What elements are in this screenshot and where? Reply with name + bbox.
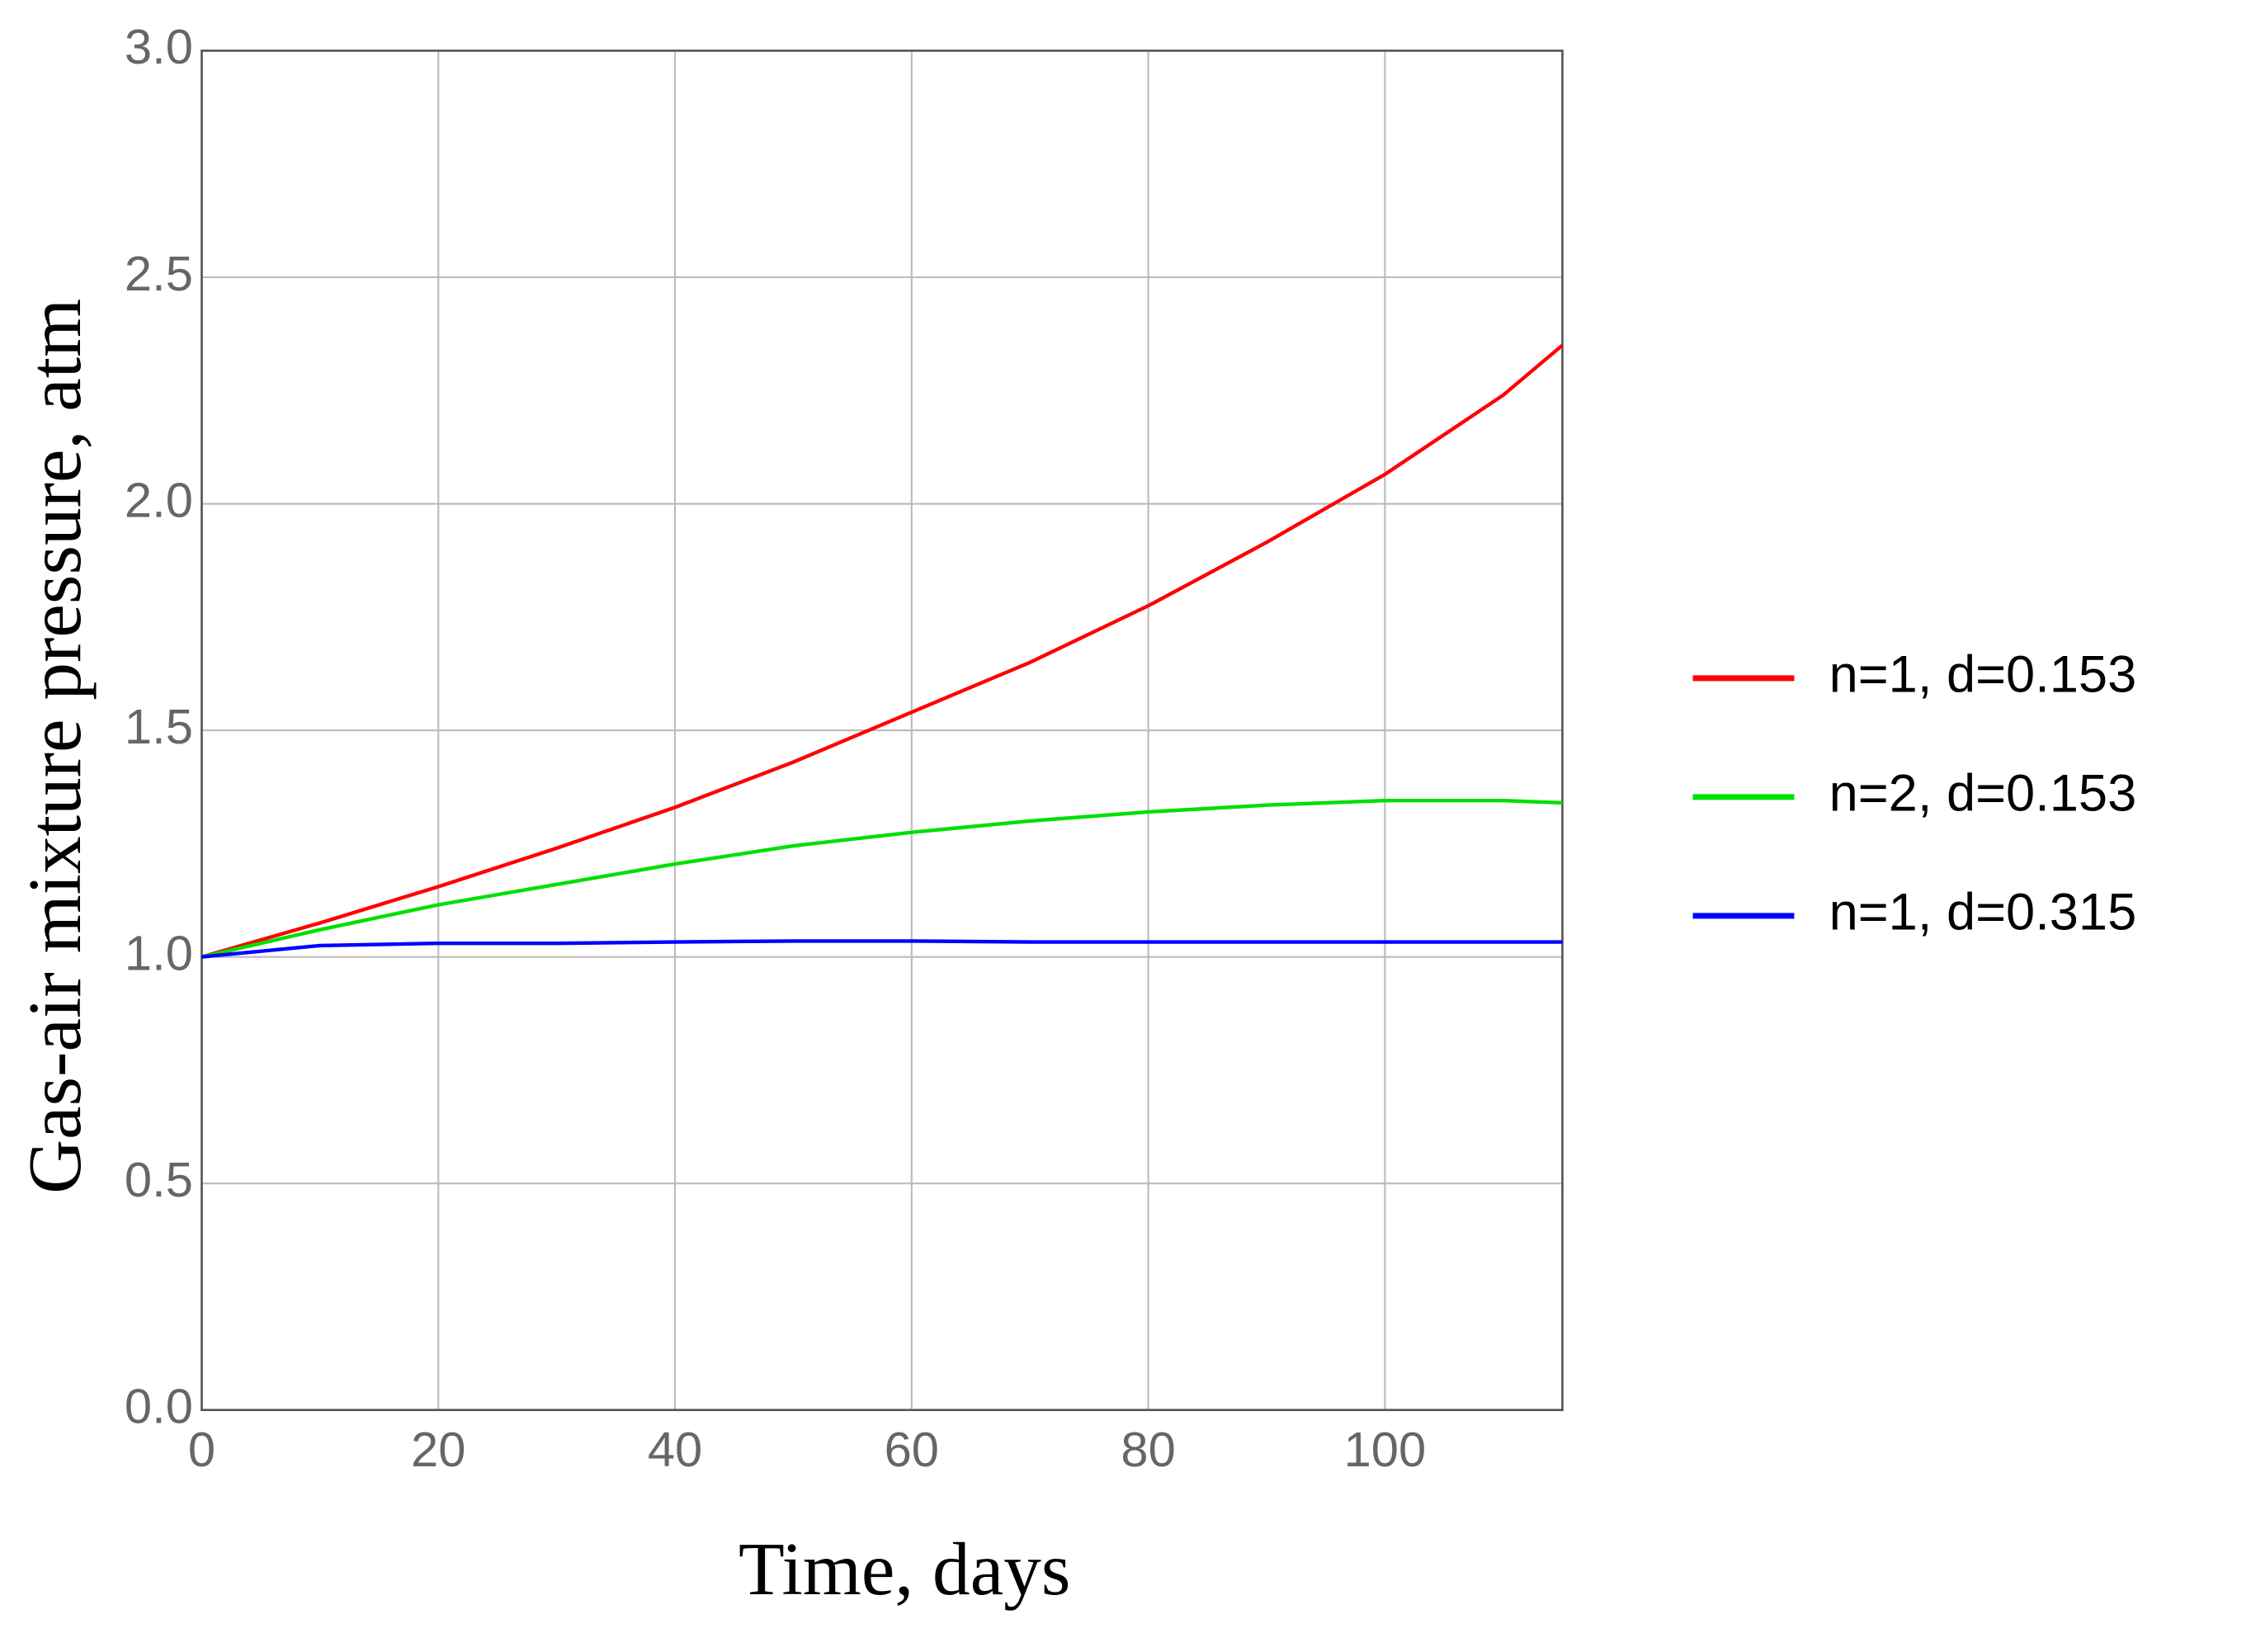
series-line [201,799,1563,959]
y-axis-title: Gas-air mixture pressure, atm [13,299,97,1194]
y-tick-label: 1.0 [125,925,193,980]
y-tick-label: 3.0 [125,19,193,74]
series-line [201,343,1564,959]
x-tick-label: 0 [188,1422,215,1477]
x-tick-label: 80 [1121,1422,1175,1477]
legend-label: n=1, d=0.315 [1829,884,2137,942]
y-tick-label: 0.0 [125,1378,193,1433]
x-tick-label: 100 [1344,1422,1427,1477]
y-tick-label: 2.5 [125,246,193,301]
x-tick-label: 20 [411,1422,465,1477]
legend-label: n=2, d=0.153 [1829,765,2137,823]
x-tick-label: 40 [648,1422,702,1477]
x-tick-label: 60 [885,1422,939,1477]
plot-frame [201,50,1564,1412]
y-tick-label: 0.5 [125,1152,193,1207]
y-tick-label: 2.0 [125,472,193,527]
x-axis-title: Time, days [739,1527,1070,1611]
legend-label: n=1, d=0.153 [1829,646,2137,704]
series-line [201,939,1563,959]
y-tick-label: 1.5 [125,699,193,754]
